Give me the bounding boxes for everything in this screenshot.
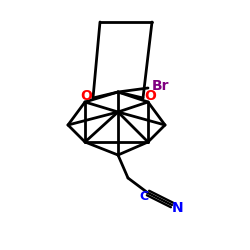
Text: O: O [80,89,92,103]
Text: N: N [172,201,184,215]
Text: Br: Br [152,79,170,93]
Text: C: C [140,190,148,203]
Text: O: O [144,89,156,103]
